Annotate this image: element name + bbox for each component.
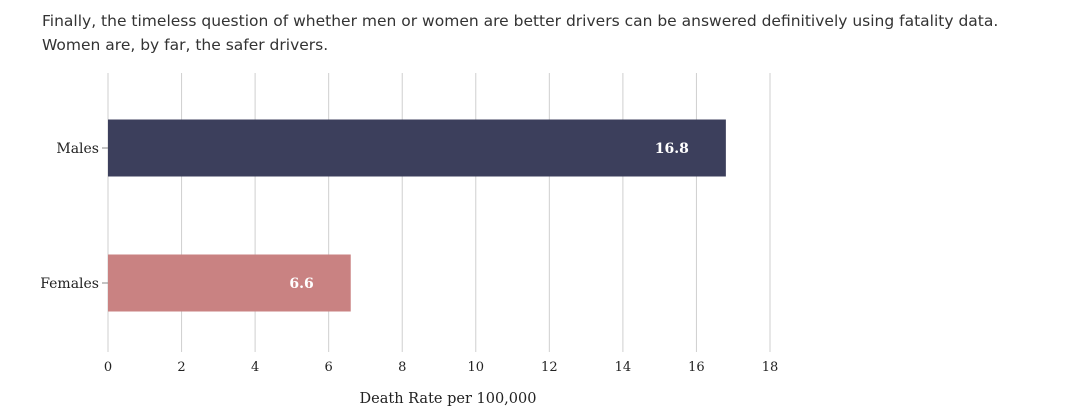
x-tick-label: 18 — [762, 360, 779, 375]
intro-text: Finally, the timeless question of whethe… — [42, 9, 1042, 57]
intro-line-2: Women are, by far, the safer drivers. — [42, 36, 329, 54]
category-label: Females — [40, 276, 99, 292]
x-axis-title: Death Rate per 100,000 — [360, 391, 537, 407]
x-tick-label: 10 — [468, 360, 485, 375]
chart-category-labels: Males Females — [40, 141, 108, 292]
bar-males — [108, 119, 726, 177]
chart-bars: 16.8 6.6 — [108, 119, 726, 312]
x-tick-label: 0 — [104, 360, 112, 375]
x-tick-label: 14 — [615, 360, 632, 375]
x-tick-label: 6 — [325, 360, 333, 375]
bar-value-label: 16.8 — [655, 141, 689, 157]
x-tick-label: 8 — [398, 360, 406, 375]
chart-x-tick-labels: 0 2 4 6 8 10 12 14 16 18 — [104, 360, 778, 375]
category-label: Males — [56, 141, 99, 157]
x-tick-label: 12 — [541, 360, 558, 375]
intro-line-1: Finally, the timeless question of whethe… — [42, 12, 999, 30]
bar-value-label: 6.6 — [289, 276, 313, 292]
x-tick-label: 2 — [177, 360, 185, 375]
x-tick-label: 16 — [688, 360, 705, 375]
bar-females — [108, 254, 351, 312]
x-tick-label: 4 — [251, 360, 259, 375]
